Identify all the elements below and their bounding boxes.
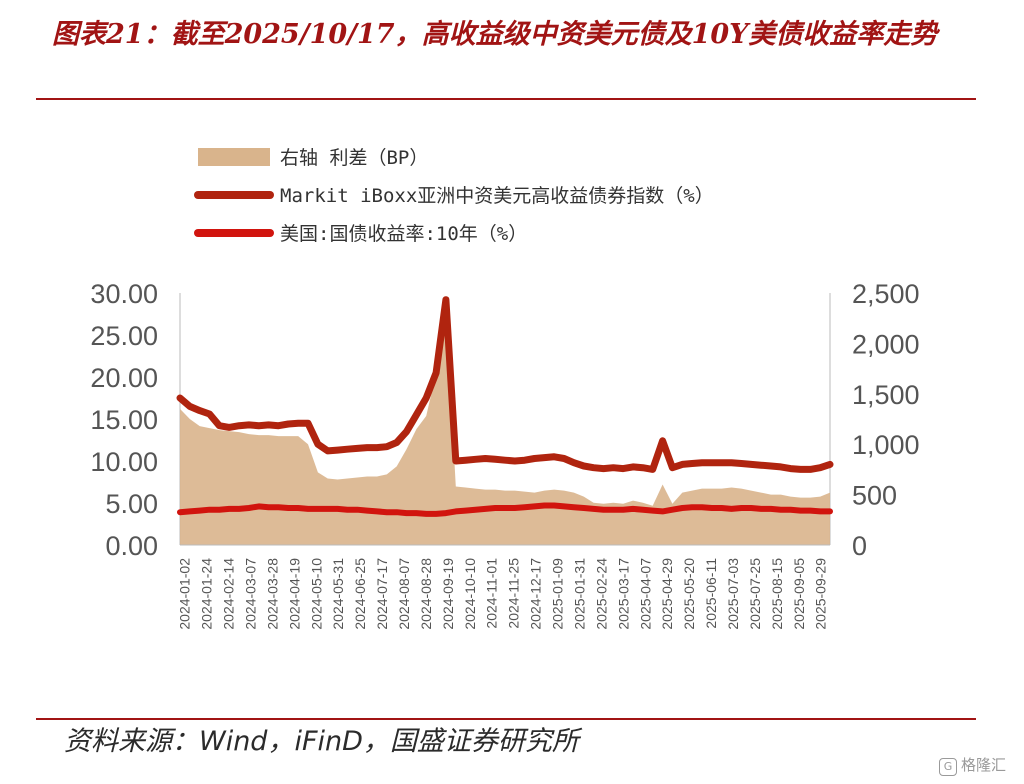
left-tick-label: 15.00 <box>90 405 158 435</box>
right-tick-label: 2,000 <box>852 329 920 359</box>
x-tick-label: 2024-06-25 <box>352 558 368 630</box>
source-divider <box>36 718 976 720</box>
watermark-logo-icon: G <box>938 758 957 776</box>
left-axis: 0.00 5.00 10.00 15.00 20.00 25.00 30.00 <box>90 279 181 561</box>
x-tick-label: 2025-03-17 <box>615 558 631 630</box>
right-tick-label: 2,500 <box>852 279 920 309</box>
series-line-markit <box>176 296 834 473</box>
x-tick-label: 2025-08-15 <box>769 558 785 630</box>
x-axis: 2024-01-02 2024-01-24 2024-02-14 2024-03-07… <box>177 544 830 630</box>
x-tick-label: 2025-04-29 <box>659 558 675 630</box>
x-tick-label: 2024-11-25 <box>506 558 522 629</box>
source-note: 资料来源：Wind，iFinD，国盛证券研究所 <box>64 726 579 757</box>
x-tick-label: 2024-02-14 <box>221 558 237 630</box>
x-tick-label: 2024-05-31 <box>330 558 346 630</box>
x-tick-label: 2024-03-07 <box>242 558 258 630</box>
title-divider <box>36 98 976 100</box>
right-axis: 0 500 1,000 1,500 2,000 2,500 <box>829 279 920 561</box>
x-tick-label: 2024-05-10 <box>308 558 324 630</box>
left-tick-label: 25.00 <box>90 321 158 351</box>
left-tick-label: 10.00 <box>90 447 158 477</box>
left-tick-label: 30.00 <box>90 279 158 309</box>
x-tick-label: 2024-03-28 <box>264 558 280 630</box>
right-tick-label: 1,500 <box>852 380 920 410</box>
plot-area <box>176 296 834 545</box>
legend-swatch-spread <box>198 148 270 166</box>
watermark: G 格隆汇 <box>938 754 1006 776</box>
x-tick-label: 2024-08-28 <box>418 558 434 630</box>
x-tick-label: 2025-09-29 <box>813 558 829 630</box>
x-tick-label: 2024-01-02 <box>177 558 193 630</box>
right-tick-label: 500 <box>852 481 897 511</box>
x-tick-label: 2025-02-24 <box>593 558 609 630</box>
right-tick-label: 1,000 <box>852 430 920 460</box>
series-line-ust10y <box>177 502 833 517</box>
x-tick-label: 2024-04-19 <box>286 558 302 630</box>
x-tick-label: 2025-07-25 <box>747 558 763 630</box>
left-tick-label: 20.00 <box>90 363 158 393</box>
legend-label-markit: Markit iBoxx亚洲中资美元高收益债券指数（%） <box>280 185 714 207</box>
x-tick-label: 2024-10-10 <box>462 558 478 630</box>
x-tick-label: 2024-11-01 <box>484 558 500 629</box>
x-tick-label: 2025-01-31 <box>571 558 587 630</box>
x-tick-label: 2025-09-05 <box>791 558 807 630</box>
left-tick-label: 0.00 <box>105 531 158 561</box>
right-tick-label: 0 <box>852 531 867 561</box>
x-tick-label: 2025-07-03 <box>725 558 741 630</box>
x-tick-label: 2025-01-09 <box>550 558 566 630</box>
legend-label-ust: 美国:国债收益率:10年（%） <box>280 223 527 245</box>
x-tick-label: 2025-04-07 <box>637 558 653 630</box>
x-tick-label: 2024-12-17 <box>528 558 544 630</box>
x-tick-label: 2025-05-20 <box>681 558 697 630</box>
chart-canvas: 右轴 利差（BP） Markit iBoxx亚洲中资美元高收益债券指数（%） 美国:… <box>90 147 920 630</box>
chart-title: 图表21：截至2025/10/17，高收益级中资美元债及10Y美债收益率走势 <box>52 19 938 50</box>
x-tick-label: 2024-09-19 <box>440 558 456 630</box>
x-tick-label: 2024-08-07 <box>396 558 412 630</box>
x-tick-label: 2024-07-17 <box>374 558 390 630</box>
x-tick-label: 2024-01-24 <box>199 558 215 630</box>
series-area-spread <box>180 308 830 545</box>
watermark-text: 格隆汇 <box>960 756 1006 774</box>
legend-label-spread: 右轴 利差（BP） <box>280 147 428 169</box>
legend: 右轴 利差（BP） Markit iBoxx亚洲中资美元高收益债券指数（%） 美国:… <box>194 147 714 245</box>
x-tick-label: 2025-06-11 <box>703 558 719 629</box>
left-tick-label: 5.00 <box>105 489 158 519</box>
